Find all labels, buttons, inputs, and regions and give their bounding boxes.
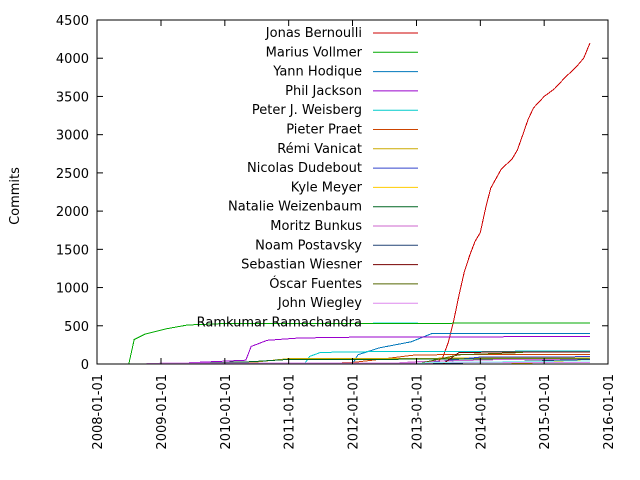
series-line-1: [128, 322, 591, 365]
x-tick-label: 2009-01-01: [155, 374, 170, 450]
legend-label: Moritz Bunkus: [270, 219, 362, 234]
legend-label: Kyle Meyer: [291, 180, 363, 195]
y-tick-label: 2000: [56, 205, 89, 220]
series-line-2: [352, 332, 590, 365]
legend-label: Óscar Fuentes: [269, 276, 362, 292]
x-tick-label: 2011-01-01: [283, 374, 298, 450]
x-tick-label: 2016-01-01: [602, 374, 617, 450]
legend-label: Jonas Bernoulli: [265, 26, 362, 41]
x-tick-label: 2013-01-01: [411, 374, 426, 450]
y-tick-label: 0: [81, 358, 89, 373]
legend-label: Sebastian Wiesner: [241, 258, 362, 273]
legend-label: Marius Vollmer: [266, 45, 363, 60]
legend-label: Nicolas Dudebout: [247, 161, 362, 176]
legend-label: Phil Jackson: [285, 84, 362, 99]
x-tick-label: 2010-01-01: [219, 374, 234, 450]
legend-label: John Wiegley: [277, 296, 362, 311]
legend-label: Yann Hodique: [272, 65, 362, 80]
legend-label: Noam Postavsky: [255, 238, 362, 253]
y-tick-label: 3500: [56, 90, 89, 105]
legend: Jonas Bernoulli Marius Vollmer Yann Hodiqu…: [197, 26, 418, 331]
y-tick-label: 1000: [56, 282, 89, 297]
legend-label: Peter J. Weisberg: [252, 103, 362, 118]
legend-label: Pieter Praet: [286, 123, 362, 138]
series-line-12: [442, 351, 590, 365]
series-line-3: [160, 336, 591, 365]
y-tick-label: 3000: [56, 129, 89, 144]
y-tick-label: 500: [64, 320, 89, 335]
legend-label: Ramkumar Ramachandra: [197, 316, 362, 331]
x-tick-label: 2008-01-01: [91, 374, 106, 450]
y-tick-label: 4500: [56, 14, 89, 29]
axes: 0 500 1000 1500 2000 2500 3000 3500 4000 4500 2008…: [56, 14, 617, 450]
legend-label: Natalie Weizenbaum: [228, 200, 362, 215]
x-tick-label: 2015-01-01: [538, 374, 553, 450]
y-tick-label: 1500: [56, 243, 89, 258]
x-tick-label: 2014-01-01: [474, 374, 489, 450]
legend-label: Rémi Vanicat: [277, 142, 362, 157]
x-tick-label: 2012-01-01: [347, 374, 362, 450]
series-line-13: [416, 352, 523, 365]
y-tick-label: 2500: [56, 167, 89, 182]
y-axis-label: Commits: [8, 167, 23, 225]
series-line-0: [434, 42, 591, 365]
y-tick-label: 4000: [56, 52, 89, 67]
